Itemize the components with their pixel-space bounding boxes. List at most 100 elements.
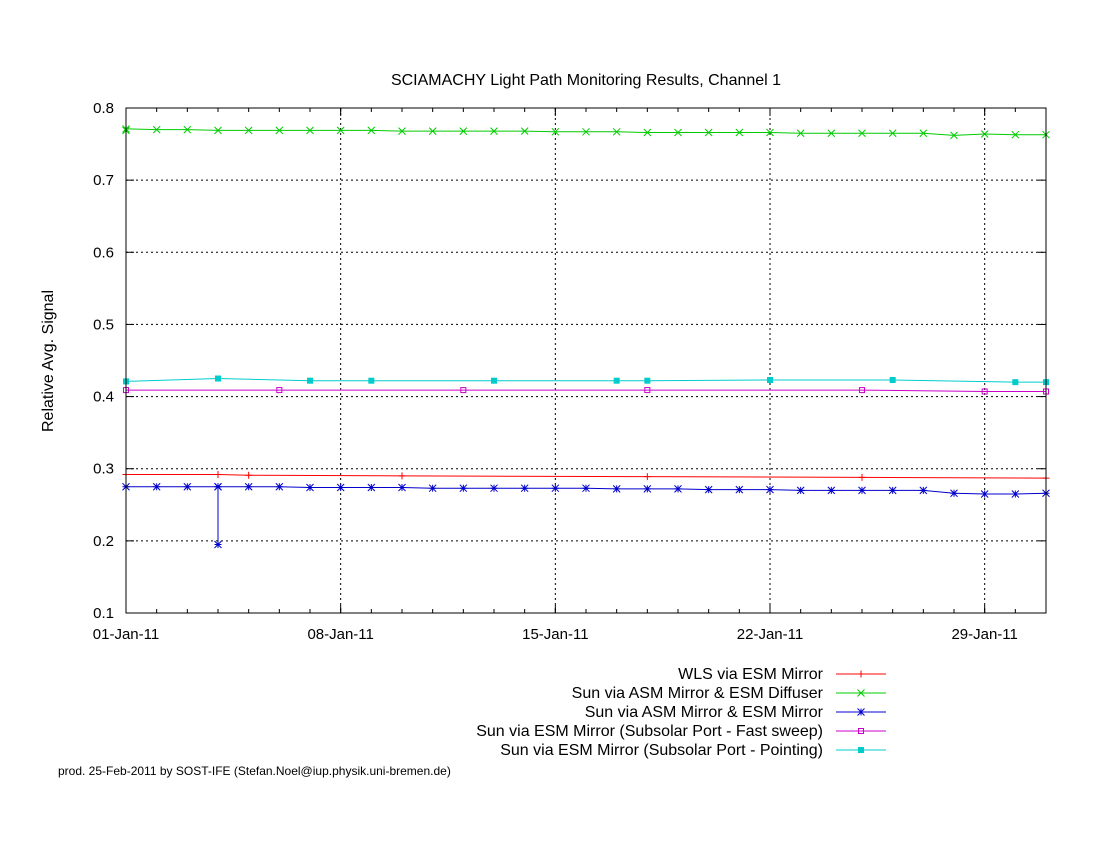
data-point bbox=[735, 128, 744, 137]
legend-swatch-marker bbox=[857, 708, 865, 716]
legend-label: WLS via ESM Mirror bbox=[678, 666, 824, 683]
data-point bbox=[888, 486, 897, 495]
y-axis-label: Relative Avg. Signal bbox=[40, 290, 57, 432]
data-point bbox=[152, 125, 161, 134]
data-point bbox=[214, 126, 222, 135]
data-point bbox=[214, 540, 222, 549]
data-point bbox=[796, 129, 805, 138]
legend-item: Sun via ASM Mirror & ESM Diffuser bbox=[572, 685, 886, 702]
data-point bbox=[428, 127, 437, 135]
data-point bbox=[214, 482, 222, 491]
legend-label: Sun via ESM Mirror (Subsolar Port - Fast… bbox=[476, 723, 823, 740]
data-point bbox=[674, 485, 682, 493]
data-point bbox=[460, 387, 467, 394]
data-point bbox=[244, 482, 253, 491]
legend-label: Sun via ASM Mirror & ESM Diffuser bbox=[572, 685, 824, 702]
series-line bbox=[125, 128, 1046, 136]
data-point bbox=[704, 128, 713, 137]
legend-label: Sun via ASM Mirror & ESM Mirror bbox=[585, 704, 824, 721]
legend-swatch-marker bbox=[858, 728, 864, 734]
data-point bbox=[919, 486, 928, 495]
data-point bbox=[398, 483, 406, 492]
data-point bbox=[275, 126, 284, 135]
data-point bbox=[888, 129, 897, 138]
legend-swatch-marker bbox=[857, 670, 865, 678]
data-point bbox=[766, 485, 774, 494]
x-tick-label: 01-Jan-11 bbox=[93, 626, 159, 643]
series-sun-via-asm-mirror-esm-diffuser bbox=[122, 125, 1050, 140]
data-point bbox=[889, 376, 896, 383]
series-sun-via-esm-mirror-subsolar-port-pointing bbox=[123, 375, 1049, 386]
data-point bbox=[551, 484, 560, 493]
credit-text: prod. 25-Feb-2011 by SOST-IFE (Stefan.No… bbox=[58, 764, 451, 778]
legend-item: Sun via ESM Mirror (Subsolar Port - Fast… bbox=[476, 723, 886, 740]
data-point bbox=[428, 484, 437, 493]
x-tick-label: 22-Jan-11 bbox=[737, 626, 803, 643]
data-point bbox=[152, 482, 161, 491]
legend-label: Sun via ESM Mirror (Subsolar Port - Poin… bbox=[500, 742, 823, 759]
data-point bbox=[582, 484, 590, 493]
data-point bbox=[490, 484, 498, 493]
data-point bbox=[183, 125, 192, 134]
data-point bbox=[459, 127, 468, 135]
data-point bbox=[551, 127, 560, 136]
series-line bbox=[125, 377, 1046, 383]
data-point bbox=[582, 127, 590, 136]
y-tick-label: 0.6 bbox=[93, 244, 114, 261]
data-point bbox=[950, 131, 958, 140]
data-point bbox=[1011, 130, 1020, 139]
data-point bbox=[980, 490, 989, 498]
data-point bbox=[767, 376, 773, 383]
series-sun-via-esm-mirror-subsolar-port-fast-sweep bbox=[123, 387, 1049, 395]
chart-title: SCIAMACHY Light Path Monitoring Results,… bbox=[391, 72, 781, 89]
data-point bbox=[674, 128, 682, 137]
y-tick-label: 0.8 bbox=[93, 100, 114, 117]
legend: WLS via ESM Mirror Sun via ASM Mirror & E… bbox=[476, 666, 886, 759]
y-tick-label: 0.1 bbox=[93, 605, 114, 622]
grid bbox=[126, 108, 1046, 613]
x-tick-label: 29-Jan-11 bbox=[951, 626, 1017, 643]
data-point bbox=[398, 472, 406, 480]
data-point bbox=[859, 387, 865, 394]
data-point bbox=[643, 485, 652, 493]
series-layer bbox=[122, 125, 1050, 549]
data-point bbox=[307, 377, 313, 384]
data-point bbox=[644, 377, 651, 384]
data-point bbox=[643, 128, 652, 137]
series-wls-via-esm-mirror bbox=[122, 470, 1050, 482]
data-point bbox=[796, 486, 805, 495]
data-point bbox=[275, 482, 284, 491]
y-tick-label: 0.2 bbox=[93, 533, 114, 550]
data-point bbox=[368, 377, 375, 384]
y-tick-label: 0.4 bbox=[93, 389, 114, 406]
data-point bbox=[858, 473, 866, 481]
data-point bbox=[919, 129, 928, 138]
data-point bbox=[612, 127, 621, 136]
data-point bbox=[1012, 379, 1019, 386]
data-point bbox=[704, 485, 713, 494]
legend-swatch-marker bbox=[858, 747, 864, 753]
data-point bbox=[520, 484, 529, 493]
y-tick-label: 0.7 bbox=[93, 172, 114, 189]
data-point bbox=[491, 377, 497, 384]
y-tick-label: 0.5 bbox=[93, 316, 114, 333]
series-line bbox=[126, 474, 1047, 479]
axes: 0.1 0.2 0.3 0.4 0.5 0.6 0.7 0.8 01-Jan-11 08-Jan-… bbox=[93, 100, 1046, 643]
data-point bbox=[306, 483, 314, 492]
data-point bbox=[981, 388, 988, 395]
data-point bbox=[643, 473, 651, 481]
data-point bbox=[336, 483, 345, 492]
data-point bbox=[336, 126, 345, 135]
legend-item: Sun via ESM Mirror (Subsolar Port - Poin… bbox=[500, 742, 886, 759]
data-point bbox=[520, 127, 529, 135]
data-point bbox=[244, 126, 253, 135]
data-point bbox=[735, 485, 744, 494]
data-point bbox=[1011, 490, 1020, 498]
data-point bbox=[214, 470, 222, 478]
data-point bbox=[398, 127, 406, 135]
plot-frame bbox=[125, 107, 1047, 614]
data-point bbox=[644, 387, 651, 394]
data-point bbox=[183, 482, 192, 491]
data-point bbox=[276, 387, 283, 394]
